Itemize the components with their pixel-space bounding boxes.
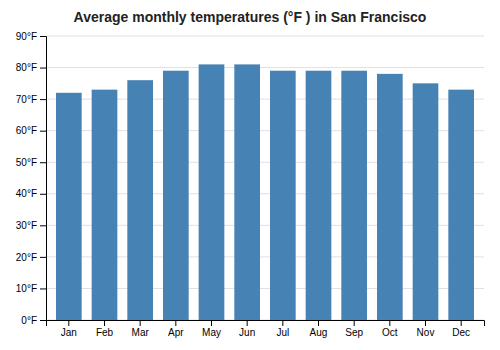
tick: 10°F bbox=[16, 283, 46, 294]
tick-mark bbox=[318, 320, 319, 326]
tick-mark bbox=[282, 320, 283, 326]
chart: 0°F 10°F 20°F 30°F 40°F 50°F 60°F 70°F 80°F 90°F J… bbox=[0, 0, 500, 350]
title: Average monthly temperatures (°F ) in Sa… bbox=[74, 9, 427, 25]
tick: Mar bbox=[132, 320, 150, 338]
tick-mark bbox=[40, 225, 46, 226]
tick-label: 40°F bbox=[16, 188, 37, 199]
plot: 0°F 10°F 20°F 30°F 40°F 50°F 60°F 70°F 80°F 90°F J… bbox=[16, 31, 485, 338]
tick-label: 30°F bbox=[16, 220, 37, 231]
tick: Jan bbox=[61, 320, 77, 338]
tick: May bbox=[202, 320, 221, 338]
tick-mark bbox=[211, 320, 212, 326]
tick: 20°F bbox=[16, 252, 46, 263]
bar bbox=[413, 83, 439, 320]
bar bbox=[306, 71, 332, 320]
bar bbox=[56, 93, 82, 320]
tick: Aug bbox=[310, 320, 328, 338]
grid bbox=[46, 36, 484, 320]
tick-label: Sep bbox=[345, 327, 363, 338]
tick-mark bbox=[389, 320, 390, 326]
tick-label: 90°F bbox=[16, 31, 37, 42]
tick: Jul bbox=[276, 320, 289, 338]
x-axis: Jan Feb Mar Apr May Jun Jul Aug Sep Oct Nov Dec bbox=[47, 320, 485, 338]
bars bbox=[56, 64, 474, 320]
tick: Feb bbox=[96, 320, 114, 338]
tick-mark bbox=[40, 162, 46, 163]
tick: 90°F bbox=[16, 31, 46, 42]
bar bbox=[199, 64, 225, 320]
bar bbox=[163, 71, 189, 320]
tick-label: Jun bbox=[239, 327, 255, 338]
tick-mark bbox=[40, 257, 46, 258]
tick-mark bbox=[354, 320, 355, 326]
tick-label: Mar bbox=[132, 327, 150, 338]
bar bbox=[448, 90, 474, 320]
axis-line bbox=[47, 321, 485, 327]
tick-label: 60°F bbox=[16, 125, 37, 136]
tick-mark bbox=[68, 320, 69, 326]
tick-mark bbox=[425, 320, 426, 326]
tick-mark bbox=[40, 288, 46, 289]
tick: 60°F bbox=[16, 125, 46, 136]
bar bbox=[341, 71, 367, 320]
tick-mark bbox=[104, 320, 105, 326]
tick: 50°F bbox=[16, 157, 46, 168]
tick-label: 70°F bbox=[16, 94, 37, 105]
bar bbox=[127, 80, 153, 320]
bar bbox=[270, 71, 296, 320]
tick: Dec bbox=[452, 320, 470, 338]
tick-label: Oct bbox=[382, 327, 398, 338]
tick: 0°F bbox=[21, 315, 46, 326]
tick-label: 80°F bbox=[16, 62, 37, 73]
tick-mark bbox=[40, 99, 46, 100]
y-axis: 0°F 10°F 20°F 30°F 40°F 50°F 60°F 70°F 80°F 90°F bbox=[16, 31, 47, 326]
tick-label: Nov bbox=[417, 327, 435, 338]
tick-mark bbox=[247, 320, 248, 326]
bar bbox=[92, 90, 118, 320]
tick-mark bbox=[40, 194, 46, 195]
tick: 80°F bbox=[16, 62, 46, 73]
bar bbox=[377, 74, 403, 320]
tick-label: Aug bbox=[310, 327, 328, 338]
tick-mark bbox=[40, 36, 46, 37]
tick-label: Jan bbox=[61, 327, 77, 338]
tick-mark bbox=[40, 320, 46, 321]
tick: Jun bbox=[239, 320, 255, 338]
tick: Oct bbox=[382, 320, 398, 338]
tick-label: May bbox=[202, 327, 221, 338]
tick-mark bbox=[175, 320, 176, 326]
tick-label: 20°F bbox=[16, 252, 37, 263]
grid-line bbox=[46, 36, 484, 37]
tick-mark bbox=[40, 131, 46, 132]
tick: 30°F bbox=[16, 220, 46, 231]
tick: Sep bbox=[345, 320, 363, 338]
tick: 40°F bbox=[16, 188, 46, 199]
tick-label: Feb bbox=[96, 327, 114, 338]
tick: 70°F bbox=[16, 94, 46, 105]
tick-label: 10°F bbox=[16, 283, 37, 294]
tick-label: 0°F bbox=[21, 315, 37, 326]
tick: Apr bbox=[168, 320, 184, 338]
tick: Nov bbox=[417, 320, 435, 338]
grid-line bbox=[46, 67, 484, 68]
tick-mark bbox=[140, 320, 141, 326]
bar bbox=[234, 64, 260, 320]
axis-line bbox=[40, 37, 47, 321]
tick-label: Dec bbox=[452, 327, 470, 338]
tick-label: Apr bbox=[168, 327, 184, 338]
tick-label: Jul bbox=[276, 327, 289, 338]
tick-label: 50°F bbox=[16, 157, 37, 168]
tick-mark bbox=[461, 320, 462, 326]
tick-mark bbox=[40, 68, 46, 69]
